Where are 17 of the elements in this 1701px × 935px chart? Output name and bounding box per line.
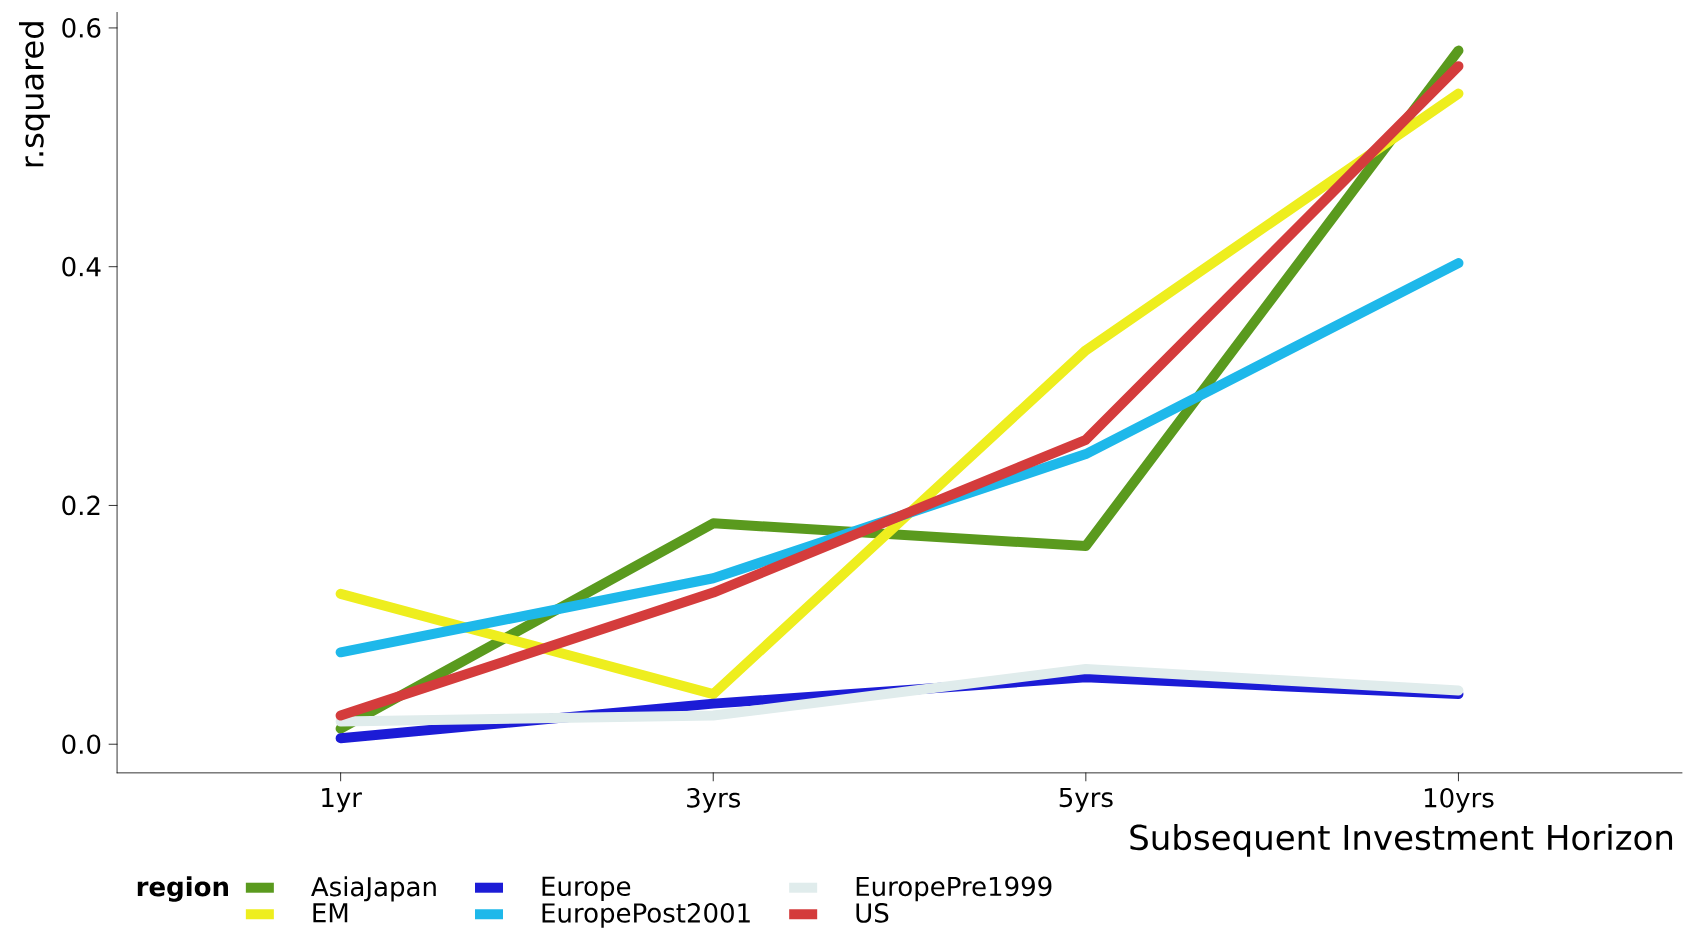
y-tick-label: 0.2 [62, 495, 100, 516]
x-tick-label: 5yrs [1059, 788, 1113, 813]
x-tick-label: 1yr [322, 788, 362, 813]
y-tick-label: 0.0 [62, 734, 101, 755]
legend-label: EM [313, 903, 348, 923]
legend-label: US [856, 903, 889, 923]
y-tick-label: 0.6 [62, 18, 101, 38]
y-tick-label: 0.4 [62, 257, 101, 277]
x-axis-title: Subsequent Investment Horizon [1130, 824, 1673, 858]
x-tick-label: 10yrs [1424, 788, 1494, 813]
legend-label: EuropePost2001 [542, 903, 750, 929]
x-tick-label: 3yrs [687, 788, 741, 813]
legend-label: EuropePre1999 [856, 876, 1052, 902]
legend-label: Europe [542, 876, 631, 902]
y-axis-title: r.squared [18, 22, 50, 167]
legend-label: AsiaJapan [311, 876, 436, 902]
legend-title: region [137, 876, 228, 902]
